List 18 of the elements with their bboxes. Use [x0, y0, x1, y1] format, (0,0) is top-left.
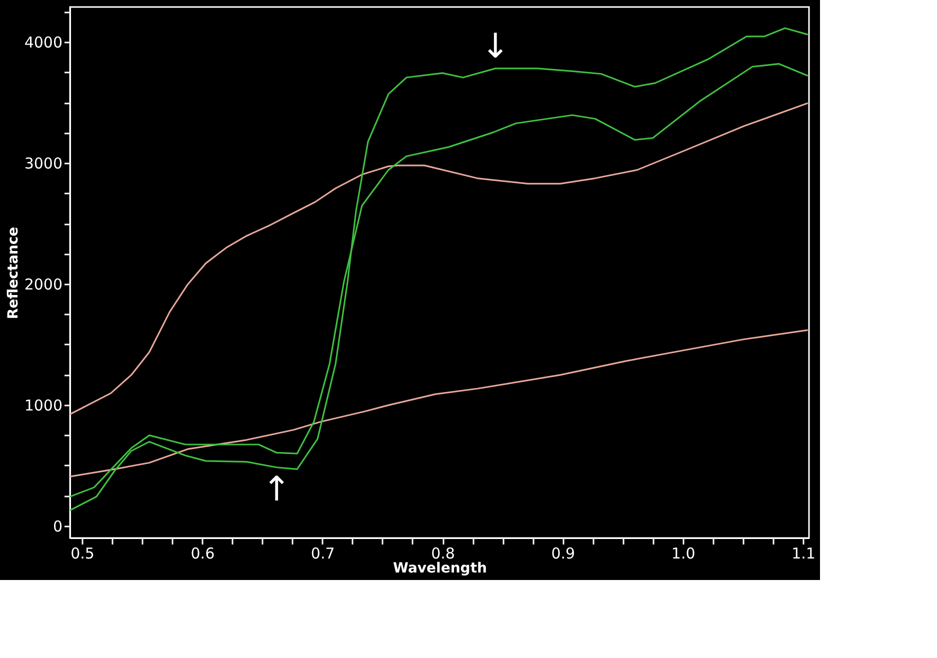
x-tick-label: 1.1 — [792, 544, 816, 562]
annotation: ↓ — [481, 26, 510, 66]
x-tick-label: 0.5 — [70, 544, 94, 562]
y-tick-label: 3000 — [24, 154, 62, 173]
y-tick-label: 1000 — [24, 396, 62, 414]
y-tick-label: 2000 — [24, 275, 62, 294]
x-tick-label: 0.8 — [431, 544, 455, 562]
x-tick-label: 0.9 — [551, 544, 576, 562]
x-axis-title: Wavelength — [393, 560, 487, 576]
x-tick-label: 1.0 — [671, 544, 696, 562]
y-tick-label: 4000 — [24, 34, 62, 52]
annotation: ↑ — [262, 469, 291, 510]
line-series — [69, 102, 809, 416]
y-tick-label: 0 — [52, 517, 62, 536]
line-series — [69, 329, 809, 478]
x-tick-label: 0.7 — [310, 544, 335, 562]
y-axis-title: Reflectance — [5, 226, 22, 320]
x-tick-label: 0.6 — [190, 544, 215, 562]
